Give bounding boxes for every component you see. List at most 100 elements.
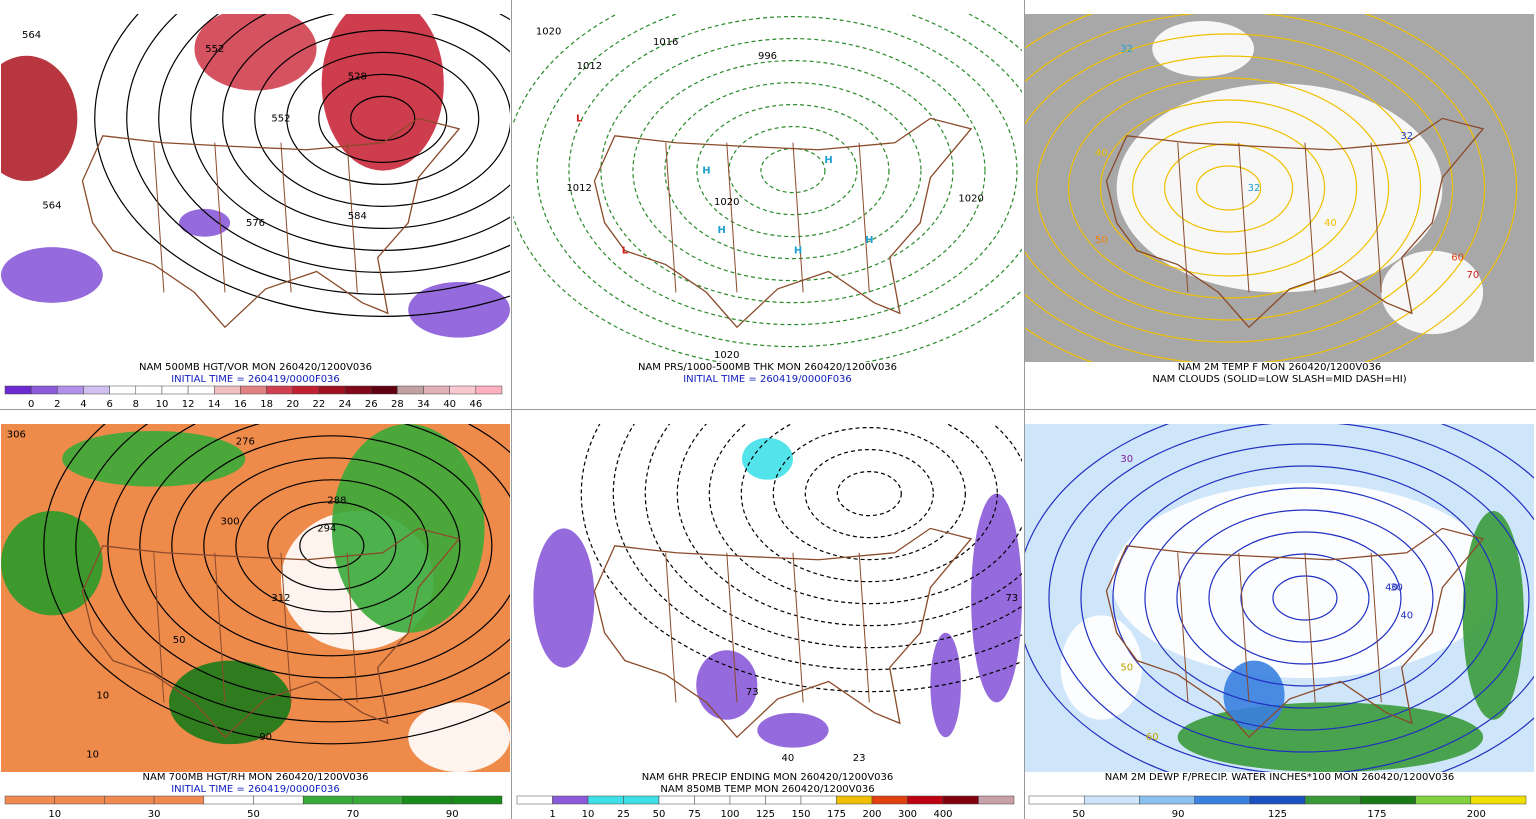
map-label: 50 <box>1095 235 1108 246</box>
colorbar-label: 10 <box>582 809 595 819</box>
colorbar-label: 300 <box>898 809 917 819</box>
map-label: 50 <box>1120 663 1133 674</box>
colorbar-label: 6 <box>106 399 112 410</box>
colorbar-segment <box>729 795 766 805</box>
colorbar-label: 90 <box>1172 809 1185 819</box>
colorbar-segment <box>352 795 403 805</box>
state-line <box>792 142 804 293</box>
shaded-area <box>1381 250 1484 335</box>
panel: 564 564 552 528 576 584 552 NAM 500MB HGT/VOR M… <box>1 14 510 410</box>
colorbar-label: 150 <box>791 809 810 819</box>
colorbar-segment <box>397 385 424 395</box>
contour <box>171 435 493 657</box>
colorbar-segment <box>1083 795 1140 805</box>
colorbar-segment <box>1194 795 1251 805</box>
shaded-area <box>533 528 595 668</box>
colorbar-label: 16 <box>234 399 247 410</box>
caption: INITIAL TIME = 260419/0000F036 <box>171 784 340 795</box>
contour <box>267 501 397 591</box>
map-label: H <box>865 235 873 246</box>
colorbar-label: 30 <box>148 809 161 819</box>
state-line <box>858 552 870 703</box>
contour <box>1025 14 1486 362</box>
colorbar-label: 24 <box>339 399 352 410</box>
map-label: 1020 <box>958 193 983 204</box>
shaded-area <box>742 437 793 480</box>
colorbar-label: 46 <box>469 399 482 410</box>
map-label: 40 <box>1385 583 1398 594</box>
state-line <box>1304 142 1316 293</box>
contour <box>772 427 966 561</box>
colorbar-label: 125 <box>756 809 775 819</box>
shaded-area <box>757 712 829 748</box>
shaded-area <box>321 14 444 171</box>
caption: NAM 500MB HGT/VOR MON 260420/1200V036 <box>139 362 372 373</box>
colorbar-segment <box>423 385 450 395</box>
state-line <box>1177 552 1189 703</box>
map: 1020 1016 1012 1012 996 1020 1020 1020 L L H H H H H <box>513 14 1022 362</box>
colorbar-segment <box>370 385 398 395</box>
colorbar-segment <box>57 385 84 395</box>
colorbar-segment <box>765 795 802 805</box>
colorbar-label: 12 <box>182 399 195 410</box>
map-label: 528 <box>348 72 367 83</box>
shaded-area <box>1152 20 1255 77</box>
contour <box>299 523 365 569</box>
caption: NAM 6HR PRECIP ENDING MON 260420/1200V03… <box>642 772 894 783</box>
colorbar-label: 10 <box>48 809 61 819</box>
colorbar-label: 75 <box>688 809 701 819</box>
colorbar-label: 26 <box>365 399 378 410</box>
contour <box>1025 33 1454 343</box>
contour <box>94 14 510 317</box>
colorbar-label: 200 <box>862 809 881 819</box>
caption: NAM 2M TEMP F MON 260420/1200V036 <box>1178 362 1382 373</box>
colorbar-segment <box>475 385 503 395</box>
state-line <box>153 142 165 293</box>
colorbar-segment <box>942 795 979 805</box>
map-label: 1016 <box>653 37 678 48</box>
colorbar-label: 25 <box>617 809 630 819</box>
colorbar-label: 4 <box>80 399 86 410</box>
state-line <box>726 142 738 293</box>
colorbar-label: 70 <box>347 809 360 819</box>
map-label: 1020 <box>714 350 739 361</box>
map-label: 996 <box>758 51 777 62</box>
colorbar-label: 2 <box>54 399 60 410</box>
map: 564 564 552 528 576 584 552 <box>1 14 510 362</box>
colorbar-label: 100 <box>720 809 739 819</box>
colorbar-segment <box>871 795 908 805</box>
contour <box>139 424 510 679</box>
map-label: 576 <box>246 218 265 229</box>
state-line <box>665 142 677 293</box>
map-label: 1020 <box>536 26 561 37</box>
state-line <box>1370 142 1382 293</box>
map-label: 1020 <box>714 197 739 208</box>
contour <box>664 82 922 260</box>
contour <box>1035 55 1422 321</box>
colorbar-label: 50 <box>1072 809 1085 819</box>
contour <box>644 424 1022 649</box>
map-label: H <box>794 246 802 257</box>
colorbar-segment <box>135 385 163 395</box>
map-label: 564 <box>42 200 61 211</box>
colorbar-segment <box>978 795 1015 805</box>
map-label: 10 <box>86 750 99 761</box>
panel: 1020 1016 1012 1012 996 1020 1020 1020 L L H H H H H NA… <box>513 14 1022 385</box>
colorbar-label: 125 <box>1268 809 1287 819</box>
state-line <box>280 142 292 293</box>
caption: NAM 2M DEWP F/PRECIP. WATER INCHES*100 M… <box>1105 772 1455 783</box>
state-line <box>792 552 804 703</box>
contour <box>804 449 934 539</box>
colorbar-segment <box>30 385 58 395</box>
colorbar-label: 10 <box>156 399 169 410</box>
map-label: 30 <box>1120 454 1133 465</box>
contour <box>696 104 890 238</box>
shaded-area <box>1462 511 1524 720</box>
contour <box>1195 165 1262 211</box>
map-label: 73 <box>1005 593 1018 604</box>
state-line <box>214 552 226 703</box>
contour <box>1112 465 1498 731</box>
colorbar-label: 50 <box>247 809 260 819</box>
map-label: 90 <box>259 732 272 743</box>
